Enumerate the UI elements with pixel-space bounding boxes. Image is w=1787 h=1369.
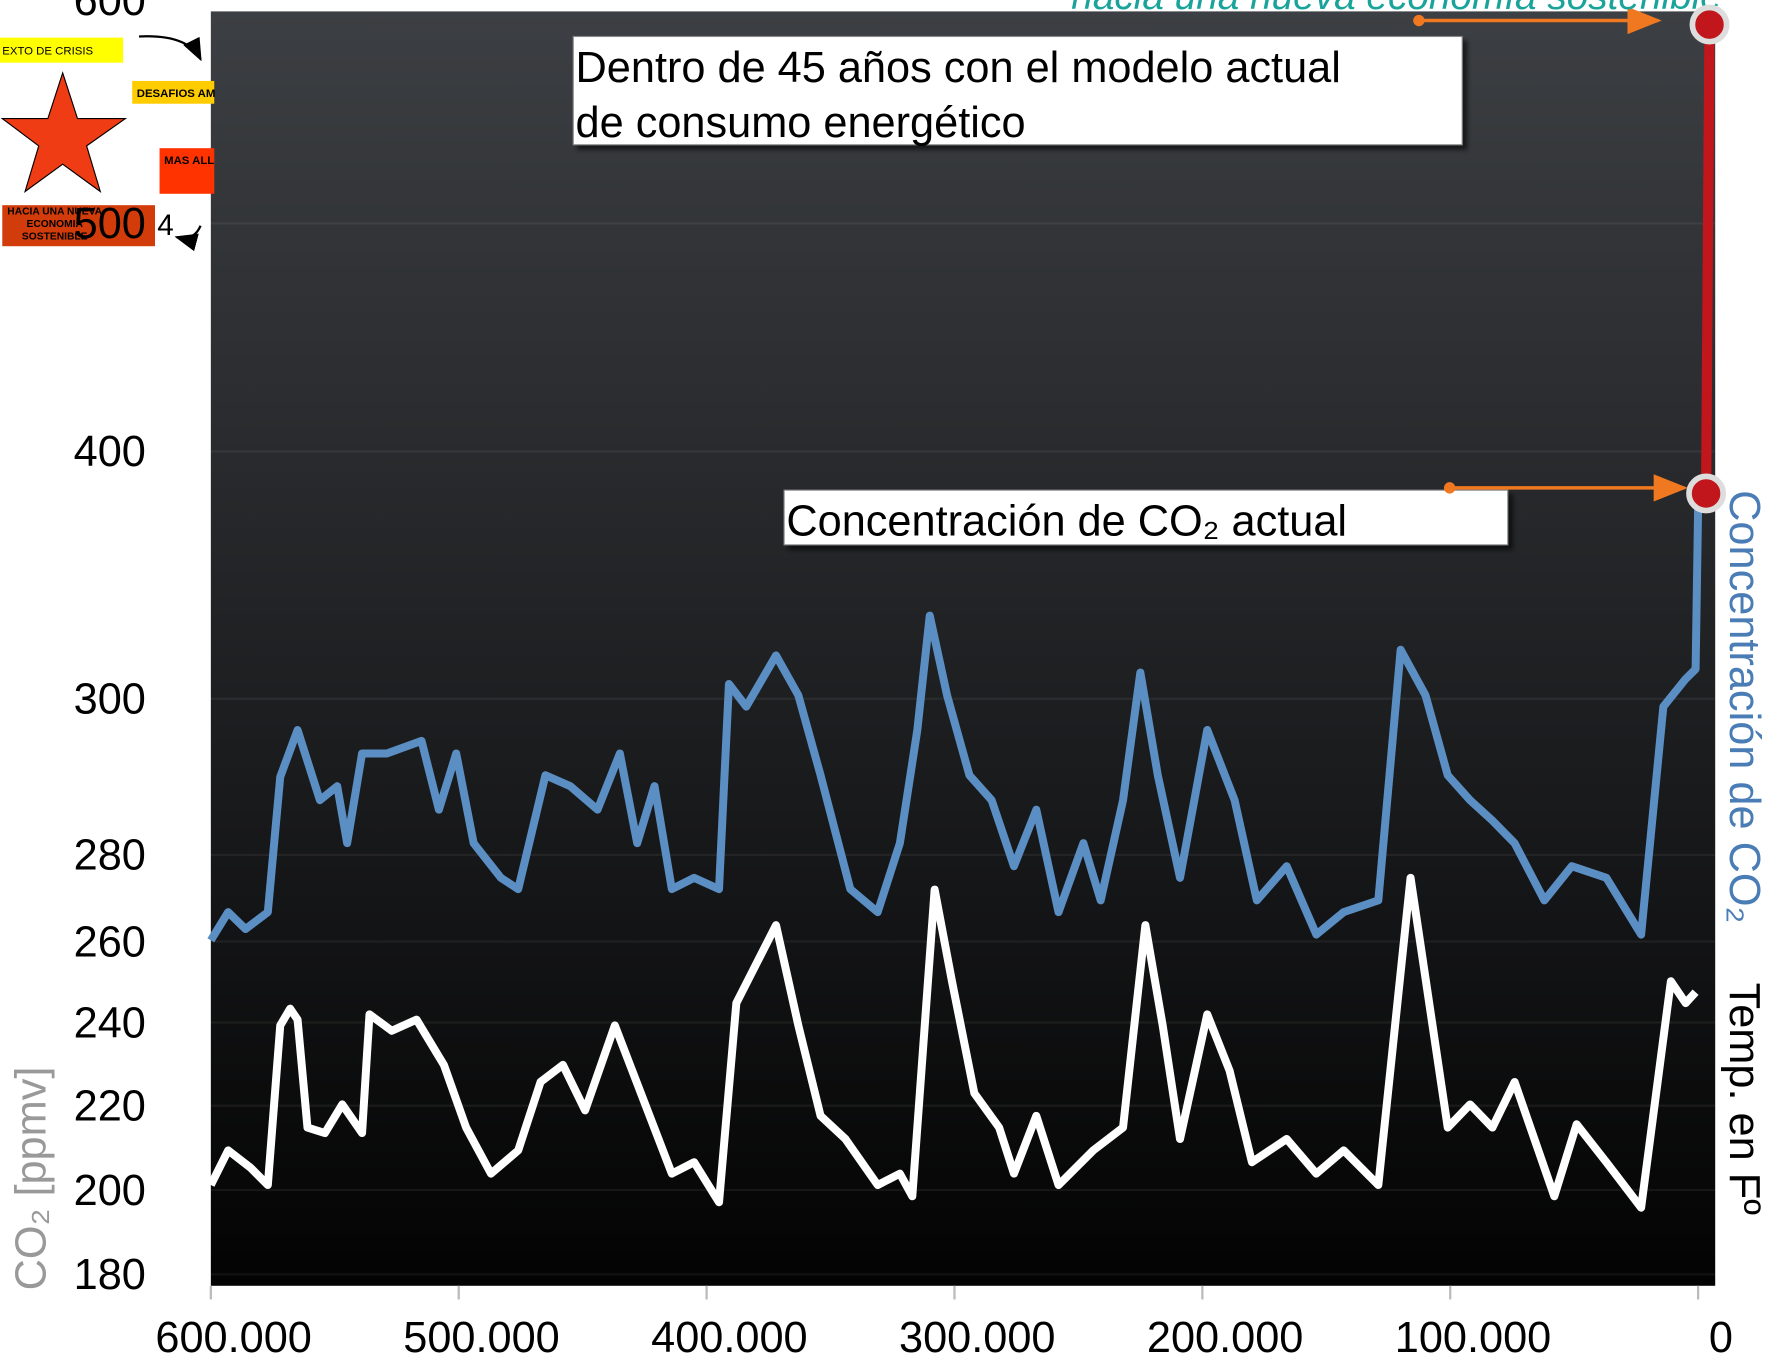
nav-item: EXTO DE CRISIS (2, 46, 93, 58)
y-tick-label: 200 (74, 1167, 146, 1215)
nav-arrow (138, 35, 202, 62)
x-tick-label: 100.000 (1395, 1314, 1552, 1362)
x-tick-label: 500.000 (403, 1314, 560, 1362)
marker-group (1686, 4, 1730, 514)
top-caption: hacia una nueva economía sostenible (1071, 0, 1722, 18)
arrow-dot (1443, 482, 1456, 494)
y-tick-label: 280 (74, 832, 146, 880)
y-axis-title: CO₂ [ppmv] (8, 1067, 56, 1291)
projection-line (1700, 24, 1715, 494)
series-line (207, 508, 1703, 943)
nav-item: HACIA UNA NUEVA ECONOMIA SOSTENIBLE (7, 205, 103, 242)
series-label: Temp. en Fº (1720, 983, 1768, 1216)
nav-item-bg (132, 80, 215, 104)
nav-item: MAS ALL (164, 155, 214, 167)
arrow-dot (1413, 14, 1425, 27)
nav-item-bg (0, 37, 124, 63)
grid (182, 0, 1716, 1300)
y-tick-label: 600 (74, 0, 146, 25)
y-tick-label: 220 (74, 1083, 146, 1131)
annotation-box (572, 35, 1463, 146)
annotation-box (783, 489, 1509, 546)
y-tick-label: 400 (74, 428, 146, 476)
annotation: Dentro de 45 años con el modelo actual (576, 44, 1341, 92)
nav-item: DESAFIOS AM (137, 88, 216, 100)
nav-star (0, 71, 128, 193)
y-tick-label: 300 (74, 676, 146, 724)
nav-item-bg (159, 148, 215, 194)
slide-nav: EXTO DE CRISIS DESAFIOS AM MAS ALL HACIA… (0, 35, 216, 252)
nav-item-bg (2, 205, 155, 247)
x-tick-label: 400.000 (651, 1314, 808, 1362)
marker (1686, 473, 1727, 514)
x-tick-label: 200.000 (1147, 1314, 1304, 1362)
x-tick-label: 0 (1709, 1314, 1733, 1362)
x-tick-label: 300.000 (899, 1314, 1056, 1362)
series-label: Concentración de CO₂ (1720, 490, 1768, 923)
series-line (207, 873, 1699, 1212)
y-tick-label: 260 (74, 918, 146, 966)
page-number: 4 (157, 209, 173, 242)
y-tick-label: 500 (74, 200, 146, 248)
x-tick-label: 600.000 (155, 1314, 312, 1362)
nav-item-wrap: HACIA UNA NUEVA ECONOMIA SOSTENIBLE (7, 205, 103, 242)
nav-arrow (174, 225, 202, 252)
plot-area (210, 11, 1716, 1286)
y-tick-label: 180 (74, 1251, 146, 1299)
y-tick-label: 240 (74, 999, 146, 1047)
annotation: de consumo energético (576, 99, 1026, 147)
series-group (207, 508, 1703, 1212)
annotation: Concentración de CO₂ actual (786, 498, 1347, 546)
marker (1689, 4, 1730, 45)
